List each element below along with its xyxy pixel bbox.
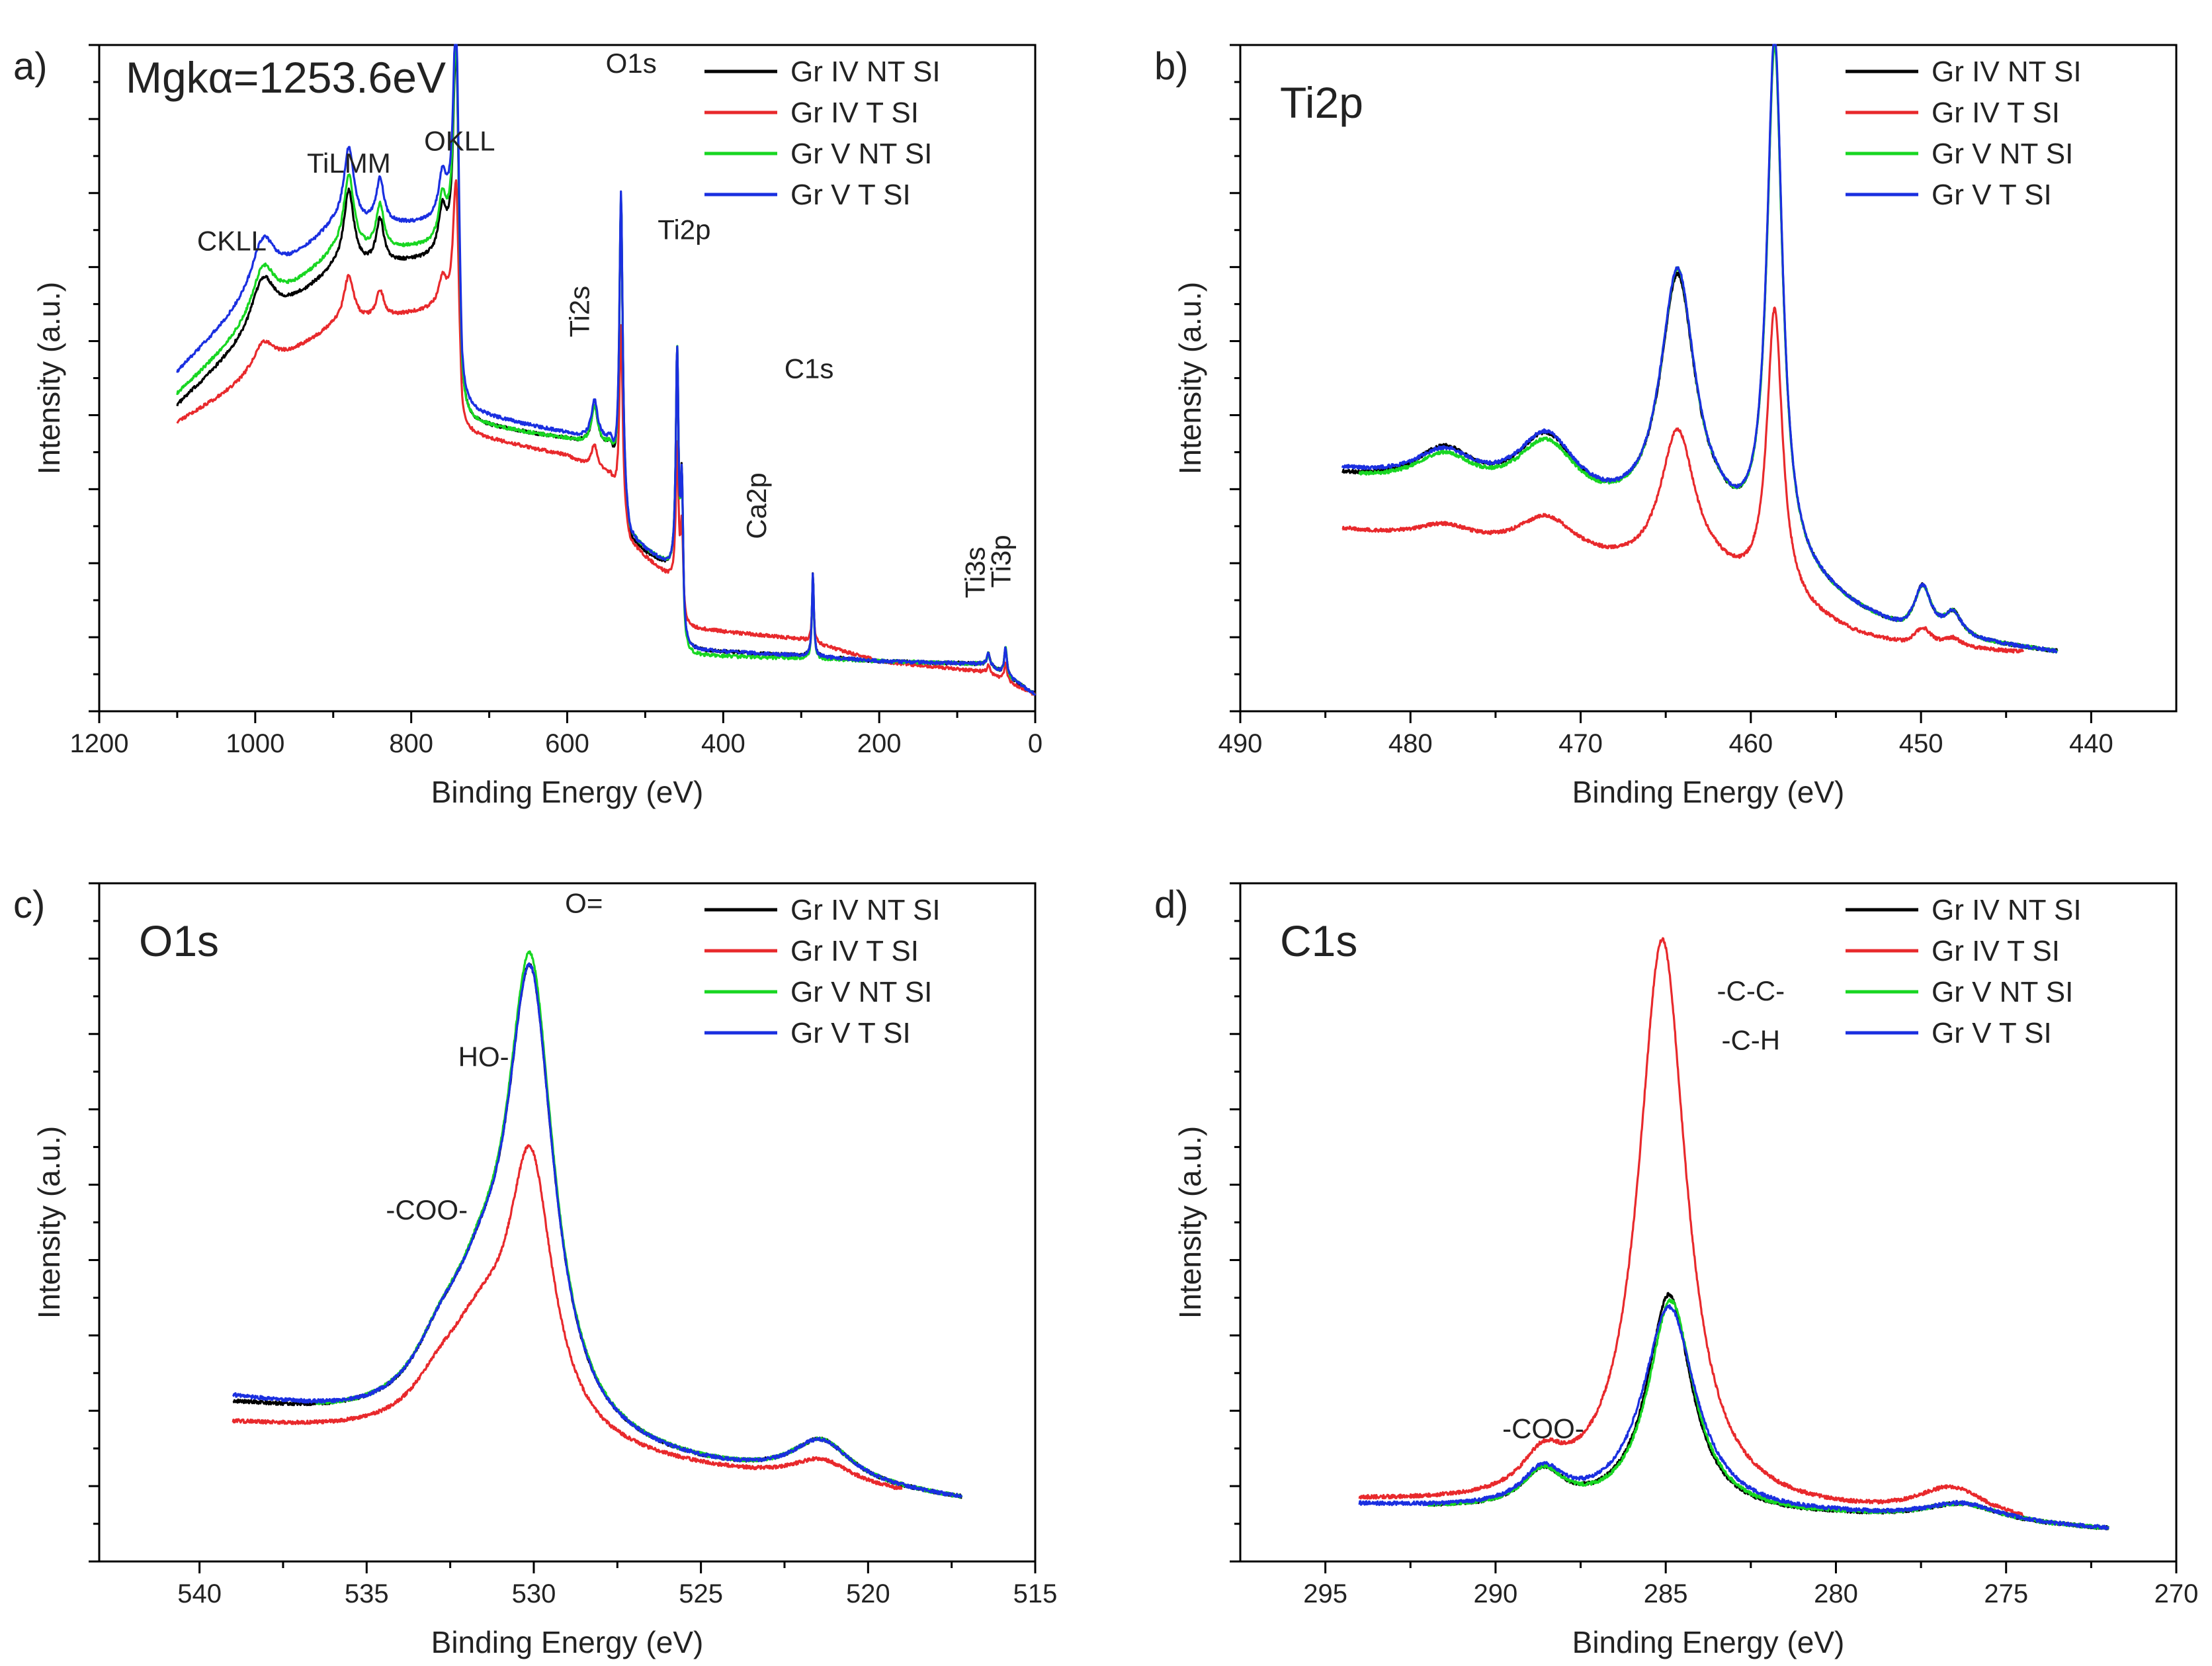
x-tick-label: 400: [701, 729, 745, 758]
peak-annotation: -C-C-: [1717, 975, 1785, 1006]
peak-annotation: -C-H: [1721, 1025, 1780, 1056]
legend-entry: Gr V T SI: [790, 1017, 911, 1049]
legend-entry: Gr IV T SI: [790, 935, 919, 967]
x-tick-label: 270: [2154, 1579, 2199, 1608]
peak-annotation: Ti3p: [985, 535, 1016, 588]
x-tick-label: 490: [1218, 729, 1263, 758]
series-line: [1358, 1304, 2109, 1530]
series-line: [1426, 1298, 2109, 1530]
x-tick-label: 460: [1728, 729, 1773, 758]
y-axis-label: Intensity (a.u.): [1173, 1126, 1207, 1319]
x-tick-label: 535: [345, 1579, 389, 1608]
chart-panel-2: 540 535 530 525 520 515 Binding Energy (eV) Int…: [13, 882, 1058, 1659]
x-tick-label: 800: [389, 729, 433, 758]
series-line: [1426, 1292, 2109, 1530]
series-line: [1358, 937, 2024, 1518]
series-line: [1341, 306, 2024, 654]
x-axis-label: Binding Energy (eV): [431, 1625, 704, 1659]
panel-title: C1s: [1280, 916, 1357, 965]
legend-entry: Gr V NT SI: [790, 138, 932, 170]
x-tick-label: 530: [512, 1579, 556, 1608]
panel-letter: c): [13, 883, 45, 926]
x-tick-label: 470: [1558, 729, 1603, 758]
x-tick-label: 290: [1474, 1579, 1518, 1608]
series-line: [232, 962, 963, 1499]
x-tick-label: 540: [177, 1579, 222, 1608]
peak-annotation: TiLMM: [307, 148, 391, 179]
legend-entry: Gr V T SI: [1932, 1017, 2052, 1049]
legend-entry: Gr IV NT SI: [1932, 894, 2082, 926]
y-axis-label: Intensity (a.u.): [1173, 282, 1207, 474]
chart-panel-1: 490 480 470 460 450 440 Binding Energy (eV) Int…: [1154, 44, 2178, 809]
legend-entry: Gr V NT SI: [790, 976, 932, 1008]
peak-annotation: CKLL: [197, 225, 267, 256]
panel-title: Mgkα=1253.6eV: [126, 53, 446, 102]
x-tick-label: 450: [1899, 729, 1943, 758]
x-tick-label: 200: [857, 729, 902, 758]
legend-entry: Gr IV T SI: [790, 97, 919, 129]
peak-annotation: Ti2p: [658, 214, 710, 245]
x-axis-label: Binding Energy (eV): [1572, 1625, 1845, 1659]
x-tick-label: 275: [1984, 1579, 2028, 1608]
legend-entry: Gr V T SI: [1932, 179, 2052, 211]
panel-letter: a): [13, 45, 48, 88]
legend-entry: Gr IV NT SI: [1932, 56, 2082, 88]
panel-letter: b): [1154, 45, 1189, 88]
legend-entry: Gr IV NT SI: [790, 56, 941, 88]
peak-annotation: Ti3s: [959, 547, 990, 598]
x-axis-label: Binding Energy (eV): [1572, 775, 1845, 809]
legend-entry: Gr IV NT SI: [790, 894, 941, 926]
legend-entry: Gr IV T SI: [1932, 935, 2060, 967]
peak-annotation: Ca2p: [741, 472, 772, 539]
x-tick-label: 515: [1013, 1579, 1058, 1608]
series-line: [1341, 44, 2058, 654]
legend-entry: Gr V NT SI: [1932, 976, 2073, 1008]
x-tick-label: 1200: [70, 729, 129, 758]
x-tick-label: 525: [679, 1579, 723, 1608]
chart-panel-3: 295 290 285 280 275 270 Binding Energy (eV) Int…: [1154, 882, 2199, 1659]
x-tick-label: 1000: [226, 729, 284, 758]
x-tick-label: 520: [846, 1579, 890, 1608]
legend-entry: Gr IV T SI: [1932, 97, 2060, 129]
panel-title: Ti2p: [1280, 78, 1363, 127]
series-line: [1358, 44, 2059, 654]
peak-annotation: -COO-: [1502, 1413, 1584, 1444]
x-tick-label: 285: [1644, 1579, 1688, 1608]
x-tick-label: 295: [1303, 1579, 1347, 1608]
series-line: [1341, 44, 2059, 654]
peak-annotation: C1s: [785, 353, 834, 384]
peak-annotation: O=: [565, 888, 603, 919]
x-tick-label: 600: [545, 729, 589, 758]
x-tick-label: 0: [1028, 729, 1042, 758]
x-tick-label: 480: [1388, 729, 1433, 758]
peak-annotation: HO-: [458, 1041, 509, 1072]
legend-entry: Gr V T SI: [790, 179, 911, 211]
panel-title: O1s: [139, 916, 219, 965]
peak-annotation: OKLL: [424, 125, 495, 156]
chart-panel-0: 1200 1000 800 600 400 200 0 Binding Energy (eV)…: [13, 44, 1042, 809]
series-line: [176, 44, 1037, 696]
x-tick-label: 440: [2069, 729, 2113, 758]
peak-annotation: Ti2s: [564, 286, 595, 337]
y-axis-label: Intensity (a.u.): [32, 1126, 66, 1319]
y-axis-label: Intensity (a.u.): [32, 282, 66, 474]
x-tick-label: 280: [1814, 1579, 1858, 1608]
series-line: [232, 1144, 903, 1491]
peak-annotation: -COO-: [386, 1194, 468, 1225]
legend-entry: Gr V NT SI: [1932, 138, 2073, 170]
panel-letter: d): [1154, 883, 1189, 926]
peak-annotation: O1s: [606, 48, 657, 79]
x-axis-label: Binding Energy (eV): [431, 775, 704, 809]
